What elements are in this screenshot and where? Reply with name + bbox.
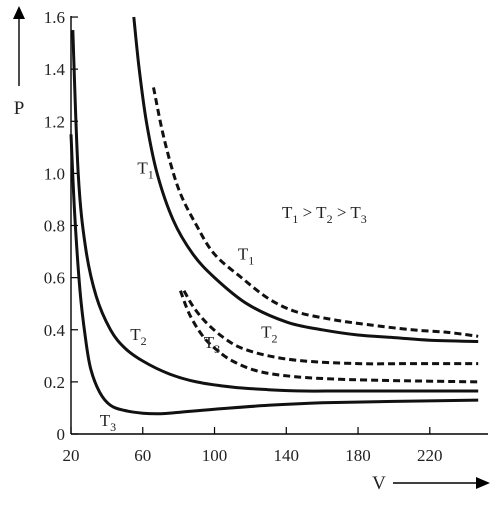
- relation-part: T: [282, 203, 293, 222]
- curve-label-t2: T2: [261, 323, 277, 346]
- y-tick-label: 0.6: [44, 269, 65, 288]
- x-tick-label: 60: [134, 446, 151, 465]
- isotherm-t2-dashed-line: [182, 289, 479, 366]
- curves: [69, 16, 479, 416]
- relation-subscript: 3: [361, 212, 367, 226]
- x-axis-arrow-head-icon: [476, 477, 490, 489]
- curve-label-subscript: 1: [148, 167, 154, 181]
- curve-label-base: T: [137, 158, 148, 177]
- isotherm-t2-solid-line: [71, 30, 479, 393]
- temperature-relation: T1 > T2 > T3: [282, 203, 367, 226]
- y-tick-label: 0.2: [44, 373, 65, 392]
- x-tick-label: 20: [63, 446, 80, 465]
- curve-label-subscript: 3: [214, 342, 220, 356]
- curve-label-base: T: [238, 244, 249, 263]
- x-tick-label: 100: [202, 446, 228, 465]
- x-axis-title-group: V: [372, 473, 490, 494]
- x-tick-label: 220: [417, 446, 443, 465]
- x-axis-title: V: [372, 473, 386, 494]
- curve-label-t3: T3: [204, 333, 220, 356]
- x-tick-label: 140: [274, 446, 300, 465]
- y-axis-title-group: P: [13, 6, 25, 119]
- relation-subscript: 2: [327, 212, 333, 226]
- curve-label-base: T: [204, 333, 215, 352]
- y-tick-label: 1.2: [44, 112, 65, 131]
- curve-label-subscript: 2: [272, 332, 278, 346]
- curve-label-subscript: 3: [110, 420, 116, 434]
- y-tick-label: 1.0: [44, 164, 65, 183]
- y-tick-label: 0.8: [44, 217, 65, 236]
- isotherm-t3-dashed-line: [178, 290, 479, 384]
- isotherm-t3-solid-line: [69, 134, 479, 416]
- relation-subscript: 1: [292, 212, 298, 226]
- x-ticks: 20 60 100 140 180 220: [63, 427, 443, 465]
- y-tick-label: 0: [57, 425, 66, 444]
- y-axis-arrow-head-icon: [13, 6, 25, 19]
- relation-part: > T: [333, 203, 362, 222]
- curve-label-t3: T3: [100, 411, 116, 434]
- isotherm-t1-dashed-line: [152, 87, 479, 338]
- y-tick-label: 1.6: [44, 8, 65, 27]
- curve-label-t1: T1: [238, 244, 254, 267]
- relation-part: > T: [298, 203, 327, 222]
- curve-label-subscript: 1: [248, 253, 254, 267]
- y-tick-label: 0.4: [44, 321, 66, 340]
- y-ticks: 0 0.2 0.4 0.6 0.8 1.0 1.2 1.4 1.6: [44, 8, 78, 444]
- y-axis-title: P: [14, 98, 25, 119]
- isotherm-t1-solid-line: [132, 16, 479, 343]
- x-tick-label: 180: [345, 446, 371, 465]
- curve-label-base: T: [261, 323, 272, 342]
- y-tick-label: 1.4: [44, 60, 66, 79]
- curve-label-base: T: [130, 325, 141, 344]
- curve-label-base: T: [100, 411, 111, 430]
- curve-label-t2: T2: [130, 325, 146, 348]
- curve-label-t1: T1: [137, 158, 153, 181]
- curve-label-subscript: 2: [141, 334, 147, 348]
- axes: [70, 16, 488, 435]
